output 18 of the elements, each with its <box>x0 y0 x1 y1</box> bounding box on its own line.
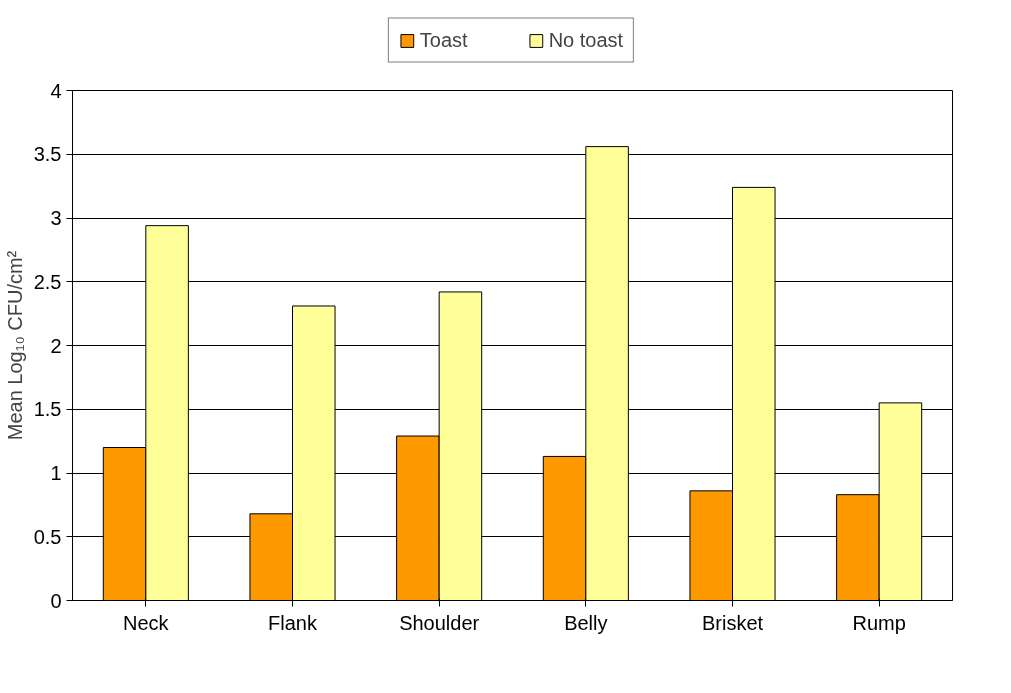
y-tick-label: 2 <box>50 334 62 357</box>
y-tick-label: 0 <box>50 589 62 612</box>
x-tick-label: Shoulder <box>399 611 480 634</box>
y-tick-label: 3.5 <box>33 143 62 166</box>
y-tick-label: 1.5 <box>33 398 62 421</box>
y-tick-label: 1 <box>50 462 62 484</box>
x-tick-label: Neck <box>123 611 170 634</box>
legend-label: Toast <box>419 28 468 52</box>
y-tick-label: 0.5 <box>33 525 62 548</box>
legend-label: No toast <box>548 28 624 52</box>
x-tick-label: Rump <box>852 611 906 634</box>
y-axis-title: Mean Log₁₀ CFU/cm² <box>3 250 26 441</box>
y-tick-label: 2.5 <box>33 270 62 293</box>
x-tick-label: Flank <box>268 611 318 634</box>
y-tick-label: 3 <box>50 207 62 229</box>
x-tick-label: Belly <box>564 611 608 634</box>
y-tick-label: 4 <box>50 79 62 102</box>
x-tick-label: Brisket <box>701 611 764 634</box>
